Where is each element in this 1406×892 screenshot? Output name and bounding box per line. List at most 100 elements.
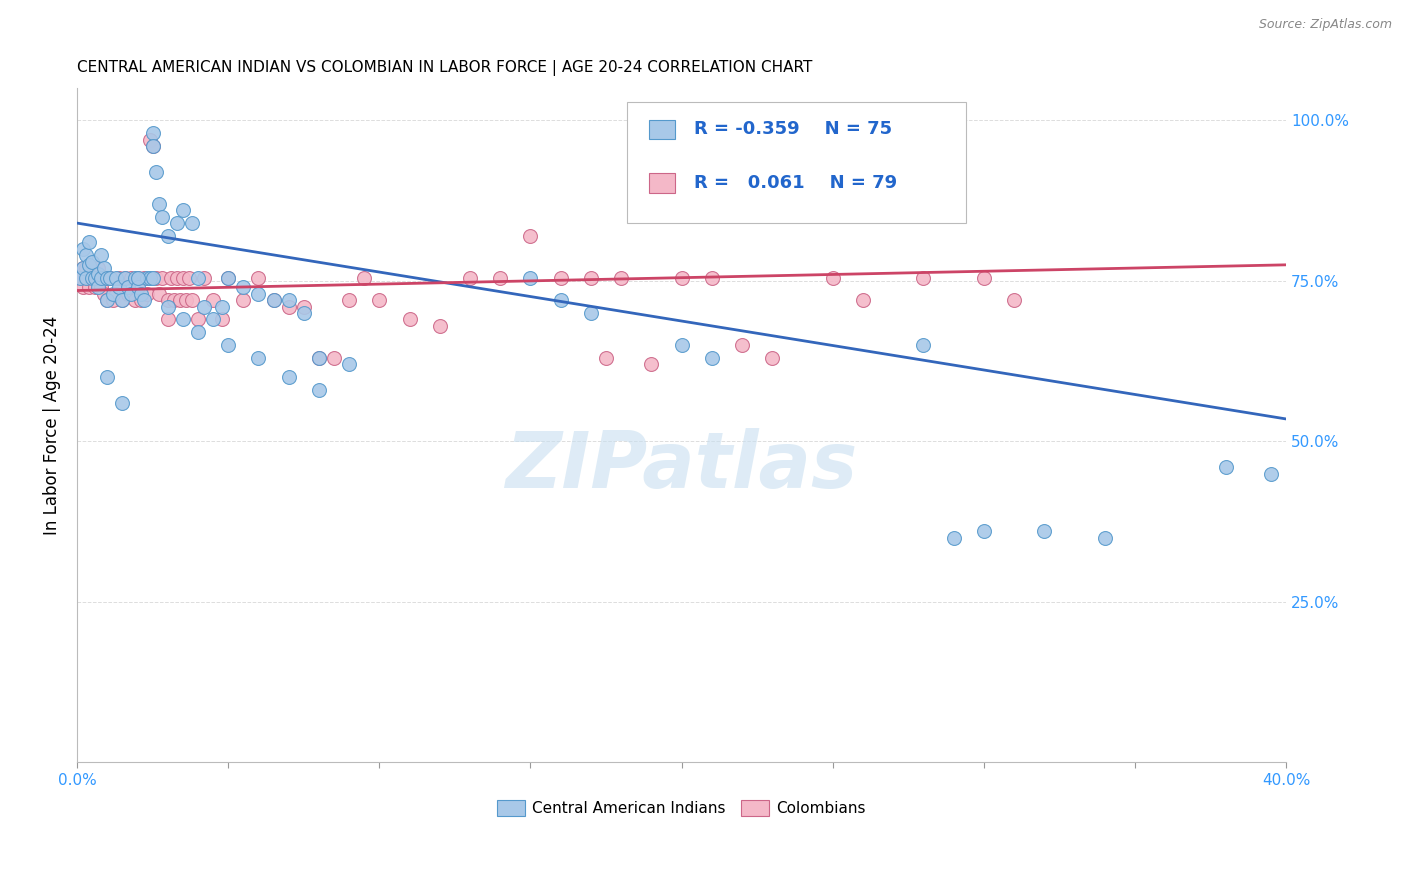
Point <box>177 270 200 285</box>
Point <box>579 270 602 285</box>
Point <box>84 280 107 294</box>
Y-axis label: In Labor Force | Age 20-24: In Labor Force | Age 20-24 <box>44 316 60 535</box>
Point <box>731 338 754 352</box>
Point <box>163 293 186 307</box>
Point <box>187 270 209 285</box>
Point <box>1002 293 1025 307</box>
Point <box>72 280 94 294</box>
Point <box>1260 467 1282 481</box>
Point <box>145 165 167 179</box>
Point <box>232 280 254 294</box>
Point <box>87 270 110 285</box>
Point <box>75 260 97 275</box>
Point <box>87 268 110 282</box>
Point <box>202 293 225 307</box>
Point <box>308 351 330 365</box>
Point <box>127 270 149 285</box>
Point <box>247 270 270 285</box>
Point <box>87 280 110 294</box>
Point <box>187 312 209 326</box>
Point <box>82 270 104 285</box>
Point <box>277 293 299 307</box>
Point <box>217 270 239 285</box>
Point <box>852 293 875 307</box>
Point <box>671 338 693 352</box>
Point <box>181 293 204 307</box>
FancyBboxPatch shape <box>650 120 675 139</box>
Point <box>595 351 617 365</box>
Point <box>277 300 299 314</box>
Point <box>111 293 134 307</box>
Point <box>127 280 149 294</box>
Point <box>103 286 125 301</box>
Point <box>135 286 157 301</box>
Point <box>973 524 995 539</box>
Point <box>912 338 935 352</box>
Point <box>108 270 131 285</box>
Point <box>96 270 118 285</box>
Text: R =   0.061    N = 79: R = 0.061 N = 79 <box>693 174 897 192</box>
Point <box>308 383 330 397</box>
Point <box>1094 531 1116 545</box>
Point <box>150 270 173 285</box>
Point <box>127 270 149 285</box>
Point <box>519 229 541 244</box>
Point <box>90 248 112 262</box>
Text: CENTRAL AMERICAN INDIAN VS COLOMBIAN IN LABOR FORCE | AGE 20-24 CORRELATION CHAR: CENTRAL AMERICAN INDIAN VS COLOMBIAN IN … <box>77 60 813 76</box>
Legend: Central American Indians, Colombians: Central American Indians, Colombians <box>491 794 872 822</box>
Point <box>150 210 173 224</box>
Point <box>132 270 155 285</box>
Point <box>75 270 97 285</box>
Point <box>337 293 360 307</box>
Point <box>129 293 152 307</box>
Point <box>187 325 209 339</box>
Point <box>117 286 139 301</box>
Point <box>159 270 181 285</box>
Point <box>121 270 143 285</box>
Point <box>172 312 194 326</box>
Point <box>69 270 91 285</box>
Point <box>90 270 112 285</box>
Point <box>942 531 965 545</box>
Point <box>368 293 391 307</box>
Point <box>308 351 330 365</box>
Point <box>217 338 239 352</box>
Point <box>610 270 633 285</box>
Text: R = -0.359    N = 75: R = -0.359 N = 75 <box>693 120 891 138</box>
Point <box>111 396 134 410</box>
Point <box>172 203 194 218</box>
Point <box>337 357 360 371</box>
Point <box>263 293 285 307</box>
Point <box>108 280 131 294</box>
Point <box>172 270 194 285</box>
Point <box>114 270 136 285</box>
Point <box>145 270 167 285</box>
Text: ZIPatlas: ZIPatlas <box>505 428 858 504</box>
Point <box>292 300 315 314</box>
Point <box>202 312 225 326</box>
Point <box>87 260 110 275</box>
Point <box>193 270 215 285</box>
Point <box>761 351 783 365</box>
Point <box>96 293 118 307</box>
Point <box>84 270 107 285</box>
Point <box>292 306 315 320</box>
Point <box>550 293 572 307</box>
Point <box>277 370 299 384</box>
Point <box>700 351 723 365</box>
Point <box>105 270 128 285</box>
Point <box>96 270 118 285</box>
Point <box>148 286 170 301</box>
Point <box>247 286 270 301</box>
Point <box>821 270 844 285</box>
Point <box>124 270 146 285</box>
Point <box>640 357 662 371</box>
Point <box>111 293 134 307</box>
Point <box>247 351 270 365</box>
FancyBboxPatch shape <box>627 102 966 223</box>
Point <box>98 270 121 285</box>
Point <box>458 270 481 285</box>
Point <box>114 270 136 285</box>
Point <box>77 235 100 250</box>
Point <box>75 270 97 285</box>
